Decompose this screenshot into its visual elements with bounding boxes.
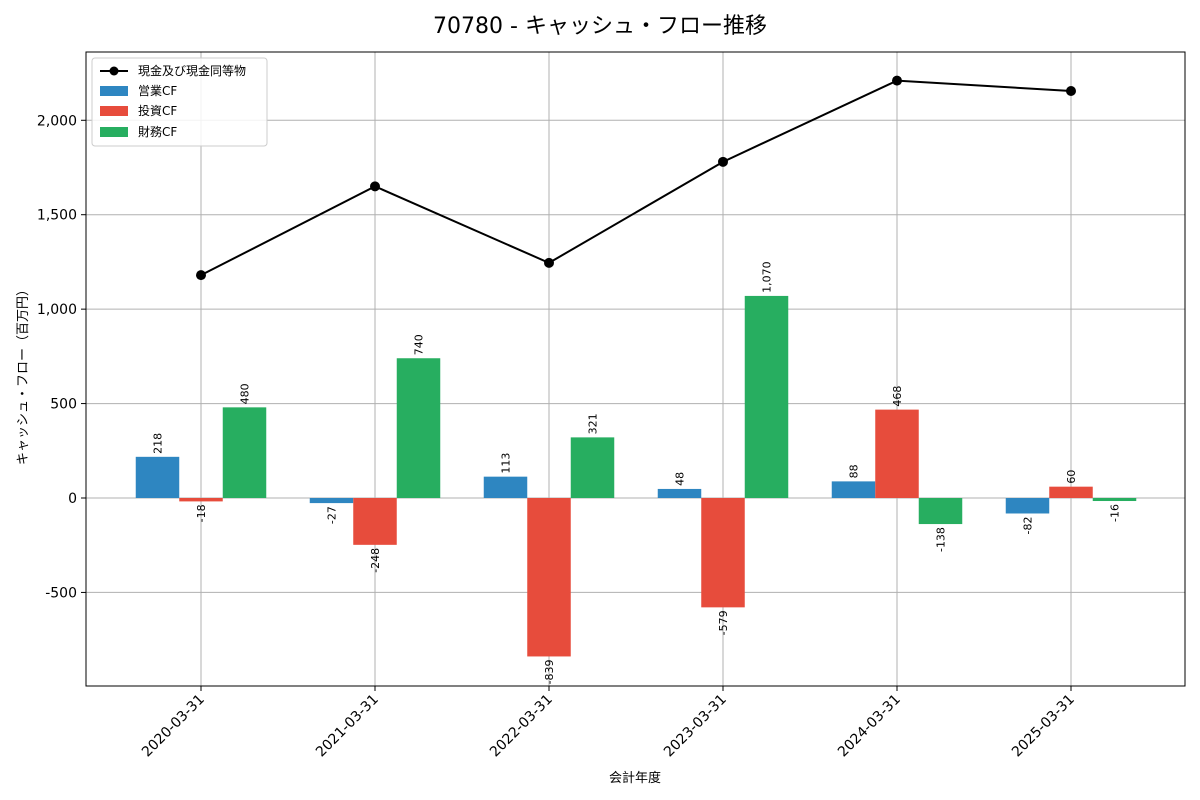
bar <box>701 498 745 608</box>
x-tick-label: 2023-03-31 <box>661 692 730 761</box>
cash-line-point <box>718 156 728 167</box>
bar-value-label: -839 <box>543 659 556 684</box>
bar <box>353 498 397 545</box>
bar-value-label: 480 <box>239 383 252 404</box>
x-tick-label: 2025-03-31 <box>1009 692 1078 761</box>
y-tick-label: 500 <box>50 397 77 413</box>
y-axis-label: キャッシュ・フロー（百万円） <box>16 283 31 465</box>
bar-value-label: -16 <box>1109 504 1122 522</box>
bar-value-label: 60 <box>1065 470 1078 484</box>
x-tick-label: 2020-03-31 <box>139 692 208 761</box>
legend-swatch-investing <box>100 106 128 116</box>
bar-value-label: -18 <box>195 504 208 522</box>
bar-value-labels: 218 -27 113 48 88 -82 -18 -248 -839 -579 468 60 480 7… <box>152 261 1122 684</box>
bar <box>222 407 267 498</box>
legend-line-marker <box>109 66 119 76</box>
bar <box>831 481 876 498</box>
x-tick-label: 2024-03-31 <box>835 692 904 761</box>
bar <box>875 409 919 498</box>
y-axis: -500 0 500 1,000 1,500 2,000 <box>37 113 86 601</box>
x-axis-label: 会計年度 <box>609 770 661 786</box>
y-tick-label: 0 <box>68 491 77 507</box>
bar-value-label: 88 <box>848 464 861 478</box>
cash-line-path <box>200 79 1072 277</box>
bar <box>483 476 528 498</box>
cash-line-point <box>544 257 554 268</box>
bar-value-label: 1,070 <box>761 261 774 293</box>
bar-value-label: -27 <box>326 506 339 524</box>
x-tick-label: 2022-03-31 <box>487 692 556 761</box>
bar <box>1092 498 1137 502</box>
cash-line-point <box>196 270 206 281</box>
bar-value-label: -579 <box>717 610 730 635</box>
bar <box>1005 498 1050 514</box>
bar-value-label: 48 <box>674 472 687 486</box>
bar <box>135 456 180 498</box>
legend-box <box>91 57 268 147</box>
legend-label-cash: 現金及び現金同等物 <box>138 63 246 78</box>
bar-value-label: 740 <box>413 334 426 355</box>
bar-value-label: 218 <box>152 433 165 454</box>
bar-value-label: 468 <box>891 386 904 407</box>
grid <box>86 52 1185 686</box>
legend-label-operating: 営業CF <box>138 84 177 98</box>
legend: 現金及び現金同等物 営業CF 投資CF 財務CF <box>91 57 268 147</box>
cash-line-point <box>370 181 380 192</box>
legend-label-investing: 投資CF <box>138 103 177 118</box>
cash-line-point <box>892 75 902 86</box>
legend-swatch-operating <box>100 86 128 96</box>
bar <box>918 498 963 525</box>
cash-line <box>196 75 1076 281</box>
bar <box>1049 486 1093 498</box>
bar-value-label: -82 <box>1022 516 1035 534</box>
bar <box>179 498 223 502</box>
bar <box>527 498 571 657</box>
bar <box>309 498 354 504</box>
bar-value-label: -248 <box>369 548 382 573</box>
chart-title: 70780 - キャッシュ・フロー推移 <box>433 14 767 39</box>
bar <box>657 488 702 498</box>
bar-value-label: 321 <box>587 413 600 434</box>
legend-label-financing: 財務CF <box>138 124 177 139</box>
bar-value-label: 113 <box>500 453 513 474</box>
y-tick-label: 2,000 <box>37 113 77 129</box>
x-tick-label: 2021-03-31 <box>313 692 382 761</box>
legend-swatch-financing <box>100 127 128 137</box>
y-tick-label: 1,000 <box>37 302 77 318</box>
bar <box>570 437 615 498</box>
x-axis: 2020-03-31 2021-03-31 2022-03-31 2023-03-31… <box>139 686 1078 760</box>
bar <box>396 358 441 498</box>
plot-frame <box>85 51 1186 687</box>
cash-line-point <box>1066 86 1076 97</box>
y-tick-label: -500 <box>45 585 77 601</box>
bar-value-label: -138 <box>935 527 948 552</box>
y-tick-label: 1,500 <box>37 208 77 224</box>
bars <box>135 295 1137 657</box>
bar <box>744 295 789 498</box>
